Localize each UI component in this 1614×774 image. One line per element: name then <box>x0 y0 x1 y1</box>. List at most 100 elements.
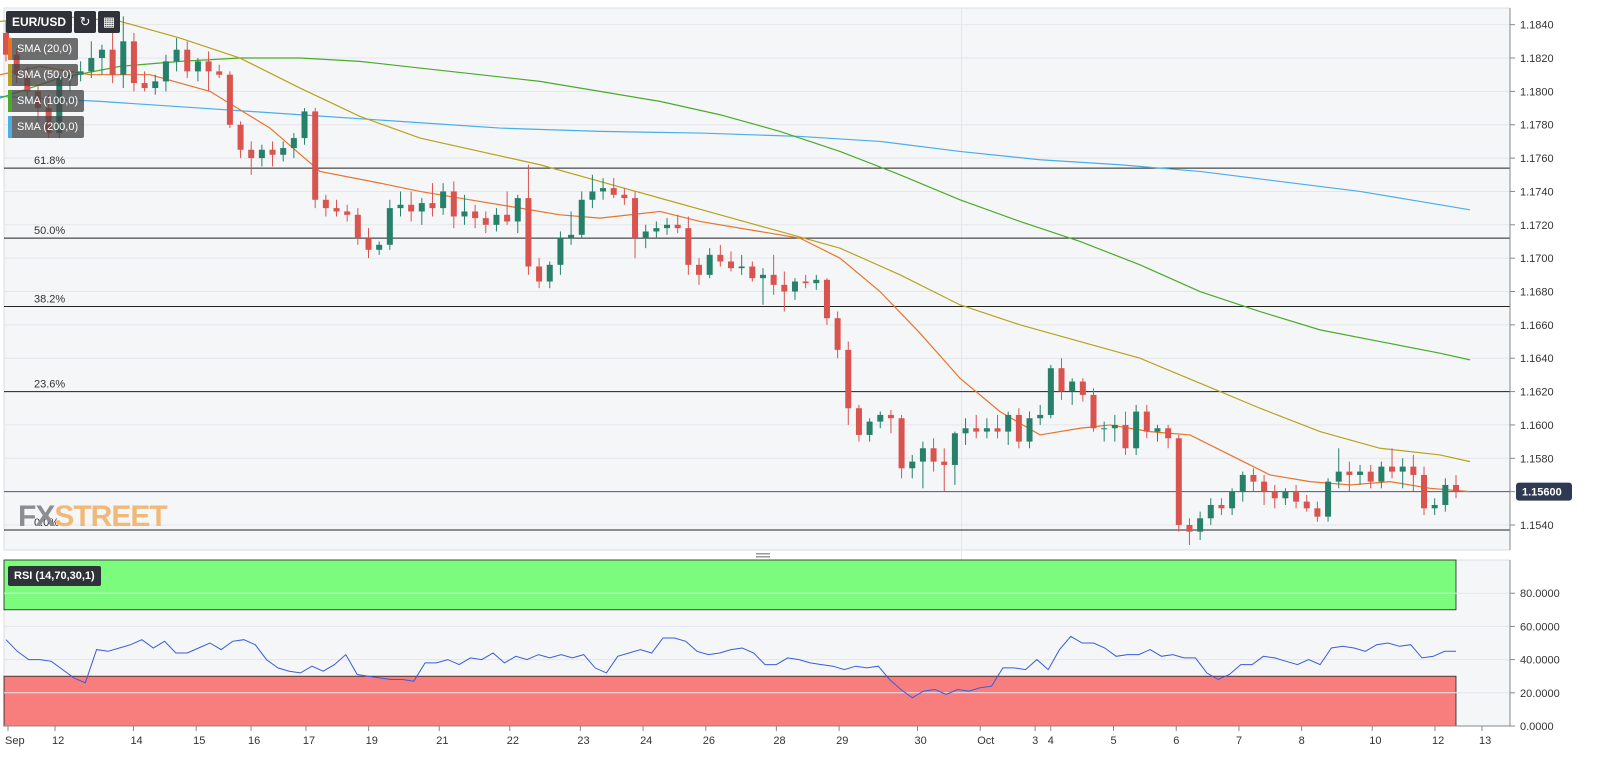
time-tick-label: 14 <box>130 735 142 747</box>
candle <box>1058 358 1065 400</box>
candle-body <box>578 199 585 235</box>
candle <box>909 454 916 479</box>
candle <box>429 183 436 217</box>
candle-body <box>1111 424 1118 429</box>
candle <box>568 211 575 245</box>
candle <box>973 414 980 439</box>
candle-body <box>3 33 9 55</box>
candle-body <box>1442 484 1449 505</box>
candle-body <box>962 428 969 434</box>
candle-body <box>749 266 756 279</box>
current-price-tag <box>1516 482 1572 501</box>
candle <box>226 71 233 129</box>
candle <box>813 274 820 290</box>
refresh-icon[interactable]: ↻ <box>74 11 97 33</box>
candle <box>1111 414 1118 442</box>
candle <box>610 178 617 199</box>
sma-200-legend[interactable]: SMA (200,0) <box>8 116 85 138</box>
candle-body <box>685 228 692 265</box>
candle <box>983 418 990 439</box>
candle <box>269 141 276 167</box>
candle <box>557 231 564 275</box>
candle <box>1037 404 1044 425</box>
rsi-label[interactable]: RSI (14,70,30,1) <box>8 566 101 586</box>
candle-body <box>1015 414 1022 442</box>
candle <box>525 164 532 275</box>
candle <box>205 51 212 92</box>
time-tick-label: 30 <box>914 735 926 747</box>
candle-body <box>1218 504 1225 509</box>
sma-20-line <box>0 65 1471 493</box>
candle <box>514 194 521 234</box>
price-tick-label: 1.1760 <box>1520 153 1554 165</box>
candle-body <box>440 191 447 209</box>
candle-body <box>1165 428 1172 439</box>
candle-body <box>653 228 660 232</box>
candle <box>1015 408 1022 449</box>
candle <box>322 194 329 217</box>
candle-body <box>1314 508 1321 517</box>
candle <box>130 33 137 92</box>
time-tick-label: 5 <box>1111 735 1117 747</box>
price-tick-label: 1.1700 <box>1520 253 1554 265</box>
candle <box>397 191 404 217</box>
candle-body <box>557 238 564 265</box>
candle <box>738 254 745 275</box>
candle-body <box>1175 438 1182 525</box>
price-tick-label: 1.1580 <box>1520 453 1554 465</box>
sma-20-legend[interactable]: SMA (20,0) <box>8 38 79 60</box>
candle <box>493 208 500 232</box>
candle-body <box>1335 471 1342 482</box>
candle <box>642 224 649 249</box>
candle-body <box>365 238 372 250</box>
rsi-tick-label: 20.0000 <box>1520 688 1560 700</box>
symbol-label[interactable]: EUR/USD <box>6 11 73 33</box>
candle-body <box>1282 491 1289 499</box>
candle <box>546 261 553 289</box>
candle <box>866 418 873 442</box>
calendar-icon[interactable]: ▦ <box>98 11 121 33</box>
candle-body <box>418 203 425 212</box>
sma-50-swatch <box>8 64 12 86</box>
candle-body <box>472 211 479 219</box>
candle <box>621 188 628 205</box>
candle <box>1346 461 1353 492</box>
candle-body <box>781 284 788 292</box>
candle <box>333 199 340 217</box>
candle <box>194 58 201 82</box>
candle-body <box>397 204 404 209</box>
candle-body <box>514 198 521 222</box>
candle-body <box>1261 481 1268 492</box>
candle-body <box>88 58 95 72</box>
price-tick-label: 1.1680 <box>1520 287 1554 299</box>
candle-body <box>1410 466 1417 475</box>
candle <box>408 191 415 222</box>
candle-body <box>120 41 127 75</box>
time-tick-label: 10 <box>1369 735 1381 747</box>
time-tick-label: 7 <box>1236 735 1242 747</box>
candle <box>418 198 425 225</box>
candle-body <box>1229 491 1236 509</box>
sma-100-legend[interactable]: SMA (100,0) <box>8 90 85 112</box>
rsi-tick-label: 80.0000 <box>1520 588 1560 600</box>
candle <box>1389 448 1396 479</box>
sma-50-legend[interactable]: SMA (50,0) <box>8 64 79 86</box>
candle <box>578 191 585 239</box>
candle <box>1399 458 1406 489</box>
candle-body <box>1250 474 1257 482</box>
candle-body <box>600 188 607 192</box>
price-tick-label: 1.1640 <box>1520 353 1554 365</box>
candle <box>1229 488 1236 515</box>
time-tick-label: 24 <box>640 735 652 747</box>
time-tick-label: 19 <box>366 735 378 747</box>
candle-body <box>1154 428 1161 432</box>
candle-body <box>408 204 415 212</box>
candle-body <box>1037 414 1044 419</box>
candle <box>749 261 756 282</box>
candle <box>77 61 84 82</box>
sma-20-label: SMA (20,0) <box>17 43 73 55</box>
candle-body <box>866 421 873 435</box>
time-tick-label: 12 <box>1432 735 1444 747</box>
candle-body <box>568 234 575 239</box>
time-tick-label: 6 <box>1173 735 1179 747</box>
